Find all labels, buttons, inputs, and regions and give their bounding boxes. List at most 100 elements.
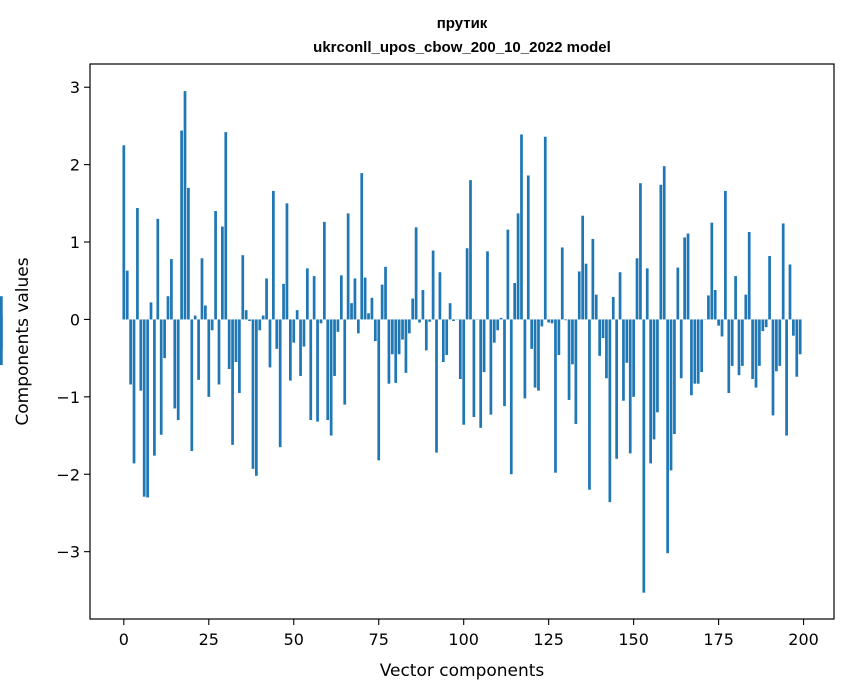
bar xyxy=(227,319,231,369)
bar xyxy=(537,319,540,391)
bar xyxy=(622,319,625,401)
bar xyxy=(571,319,574,365)
bar xyxy=(673,319,676,434)
y-tick-label: −3 xyxy=(56,543,80,562)
bar xyxy=(156,218,160,320)
bar xyxy=(618,272,622,320)
bar xyxy=(741,319,744,366)
bar xyxy=(751,319,754,380)
bar xyxy=(452,319,455,321)
bar xyxy=(771,319,775,416)
bar xyxy=(339,275,343,320)
bar xyxy=(407,319,411,334)
chart-title-line-2: ukrconll_upos_cbow_200_10_2022 model xyxy=(313,39,611,56)
bar xyxy=(350,303,353,320)
bar xyxy=(591,238,595,320)
y-tick-label: 0 xyxy=(70,310,80,329)
bar xyxy=(346,213,350,320)
bar xyxy=(744,294,748,320)
bar xyxy=(737,319,741,376)
bar xyxy=(278,319,282,448)
bar xyxy=(642,319,646,593)
bar xyxy=(761,319,765,332)
bar xyxy=(520,134,523,320)
bar xyxy=(632,319,635,397)
bar xyxy=(764,319,768,328)
bar xyxy=(683,237,686,320)
bar xyxy=(615,319,619,459)
bar xyxy=(363,277,367,320)
bar xyxy=(462,319,466,425)
bar xyxy=(516,213,520,320)
bar xyxy=(598,319,602,356)
bar xyxy=(441,319,445,363)
bar xyxy=(231,319,234,445)
bar xyxy=(448,303,452,320)
bar xyxy=(380,284,384,320)
bar xyxy=(707,295,710,320)
bar xyxy=(180,130,183,320)
bar xyxy=(554,319,557,473)
bar xyxy=(238,319,241,393)
bar xyxy=(261,315,265,320)
bar xyxy=(251,319,255,469)
bar xyxy=(758,319,761,366)
bar xyxy=(754,319,758,388)
bar xyxy=(547,319,551,323)
bar xyxy=(166,296,170,320)
bar xyxy=(792,319,795,336)
x-tick-label: 75 xyxy=(369,630,389,649)
bar xyxy=(700,319,703,373)
bar xyxy=(309,319,313,421)
bar xyxy=(543,136,547,320)
bar xyxy=(268,319,272,368)
bar xyxy=(289,319,292,381)
bar xyxy=(690,319,693,396)
bar xyxy=(183,91,187,320)
bar xyxy=(384,266,387,320)
bar xyxy=(669,319,673,471)
bar xyxy=(272,190,275,320)
bar xyxy=(305,268,309,320)
bar xyxy=(788,264,792,320)
bar xyxy=(720,319,724,337)
bar xyxy=(601,319,605,339)
bar xyxy=(785,319,788,436)
bar xyxy=(421,290,425,320)
bar xyxy=(394,319,398,383)
bar xyxy=(492,319,496,343)
bar xyxy=(645,268,649,320)
bar xyxy=(523,319,527,399)
bar xyxy=(574,319,578,424)
bar xyxy=(509,319,513,475)
bar xyxy=(146,319,149,498)
bar xyxy=(390,319,394,355)
bar xyxy=(411,298,415,320)
bar xyxy=(778,319,782,366)
bar xyxy=(465,248,469,320)
y-tick-label: 1 xyxy=(70,233,80,252)
bar xyxy=(730,319,734,366)
bar xyxy=(577,271,581,320)
bar xyxy=(356,319,360,334)
bar xyxy=(496,319,500,331)
y-axis-label: Components values xyxy=(13,257,33,425)
bar xyxy=(377,319,381,461)
bar xyxy=(217,319,221,385)
bar xyxy=(611,296,615,320)
bar xyxy=(445,319,449,356)
bar xyxy=(499,317,503,320)
bars-group xyxy=(0,91,802,593)
bar xyxy=(370,297,374,320)
bar xyxy=(676,267,680,320)
bar xyxy=(628,319,632,454)
bar xyxy=(469,180,472,320)
bar xyxy=(244,310,248,320)
bar xyxy=(713,290,717,320)
bar xyxy=(159,319,163,435)
bar xyxy=(530,319,534,349)
plot-frame xyxy=(89,63,835,620)
bar xyxy=(564,319,568,321)
